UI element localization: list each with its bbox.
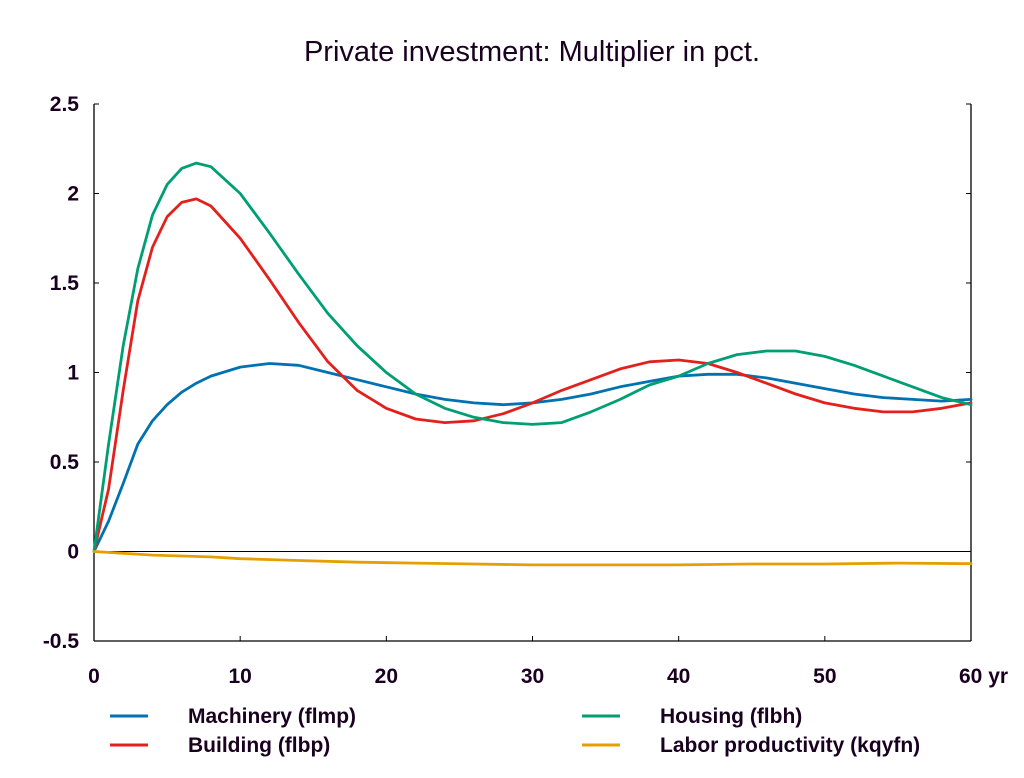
x-tick-label: 0 (88, 665, 100, 688)
x-tick-label: 60 yr (959, 665, 1008, 688)
x-tick-label: 50 (813, 665, 836, 688)
x-tick-label: 40 (667, 665, 690, 688)
series-line-machinery (92, 362, 973, 553)
legend-label: Housing (flbh) (660, 705, 802, 728)
y-tick-label: 2.5 (50, 93, 80, 116)
legend-item-labor-productivity: Labor productivity (kqyfn) (582, 734, 920, 757)
x-tick-label: 10 (228, 665, 251, 688)
y-tick-label: -0.5 (43, 630, 80, 653)
y-tick-label: 0 (67, 541, 79, 564)
chart-title: Private investment: Multiplier in pct. (304, 36, 760, 68)
series-line-housing (92, 161, 973, 553)
legend-item-building: Building (flbp) (110, 734, 330, 757)
y-tick-label: 1.5 (50, 272, 80, 295)
series-group (92, 161, 973, 567)
legend-item-housing: Housing (flbh) (582, 705, 802, 728)
legend-label: Machinery (flmp) (188, 705, 356, 728)
series-line-building (92, 197, 973, 553)
x-tick-label: 20 (375, 665, 398, 688)
legend-item-machinery: Machinery (flmp) (110, 705, 356, 728)
legend-label: Labor productivity (kqyfn) (660, 734, 920, 757)
axes: -0.5 0 0.5 1 1.5 2 2.5 0 10 20 30 40 50 60 yr (43, 93, 1008, 688)
x-tick-label: 30 (521, 665, 544, 688)
legend-label: Building (flbp) (188, 734, 330, 757)
legend: Machinery (flmp) Building (flbp) Housing (… (110, 705, 920, 757)
series-line-labor-productivity (92, 550, 973, 567)
y-tick-label: 2 (67, 183, 79, 206)
y-tick-label: 0.5 (50, 451, 80, 474)
y-tick-label: 1 (67, 362, 79, 385)
